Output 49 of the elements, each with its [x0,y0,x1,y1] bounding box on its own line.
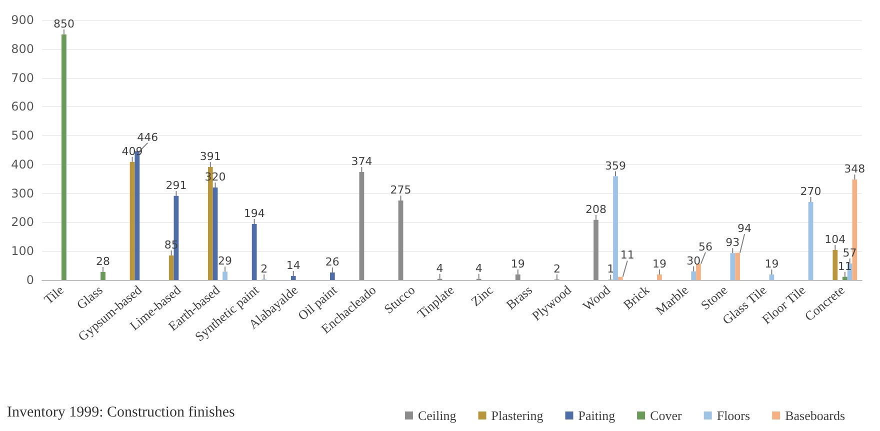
x-tick-label: Zinc [468,282,496,310]
y-tick-label: 700 [11,70,34,85]
data-label: 14 [286,258,300,272]
y-tick-label: 600 [11,100,34,114]
legend-label: Paiting [578,408,616,423]
data-label: 359 [605,159,626,172]
data-label: 275 [390,184,412,197]
data-label: 19 [510,258,525,271]
data-label: 1 [607,262,614,276]
data-label: 2 [553,262,560,276]
y-tick-label: 100 [11,244,34,258]
y-tick-label: 0 [26,273,34,287]
data-label: 270 [800,185,822,198]
data-label: 94 [738,222,752,236]
data-label: 291 [166,178,187,192]
data-label: 104 [824,232,846,246]
y-tick-label: 900 [11,13,34,27]
legend-label: Ceiling [418,408,457,423]
text: Inventory 1999: Construction finishes [7,404,236,420]
data-label: 208 [585,202,606,216]
data-label: 374 [351,154,372,168]
y-tick-label: 200 [11,215,34,230]
data-label: 11 [838,260,852,273]
data-label: 194 [244,206,265,220]
data-label: 391 [200,150,221,164]
data-label: 11 [620,248,634,262]
legend-label: Plastering [491,408,544,423]
data-label: 56 [698,240,712,254]
y-tick-label: 400 [11,157,34,172]
y-tick-label: 500 [11,128,34,143]
data-label: 26 [325,255,340,268]
data-label: 19 [764,258,779,271]
data-label: 19 [652,258,666,271]
data-label: 850 [53,17,74,30]
data-label: 446 [137,130,158,144]
data-label: 28 [96,254,110,268]
legend-label: Cover [650,408,683,423]
x-tick-label: Tile [41,282,67,307]
data-label: 29 [218,254,232,268]
data-label: 93 [726,236,740,250]
legend-label: Floors [716,408,750,423]
y-tick-label: 300 [11,186,34,200]
data-label: 4 [436,262,444,275]
legend-label: Baseboards [785,408,846,423]
y-tick-label: 800 [11,42,34,56]
data-label: 348 [844,162,866,176]
data-label: 30 [686,254,701,268]
data-label: 2 [260,262,268,276]
data-label: 4 [475,262,482,275]
